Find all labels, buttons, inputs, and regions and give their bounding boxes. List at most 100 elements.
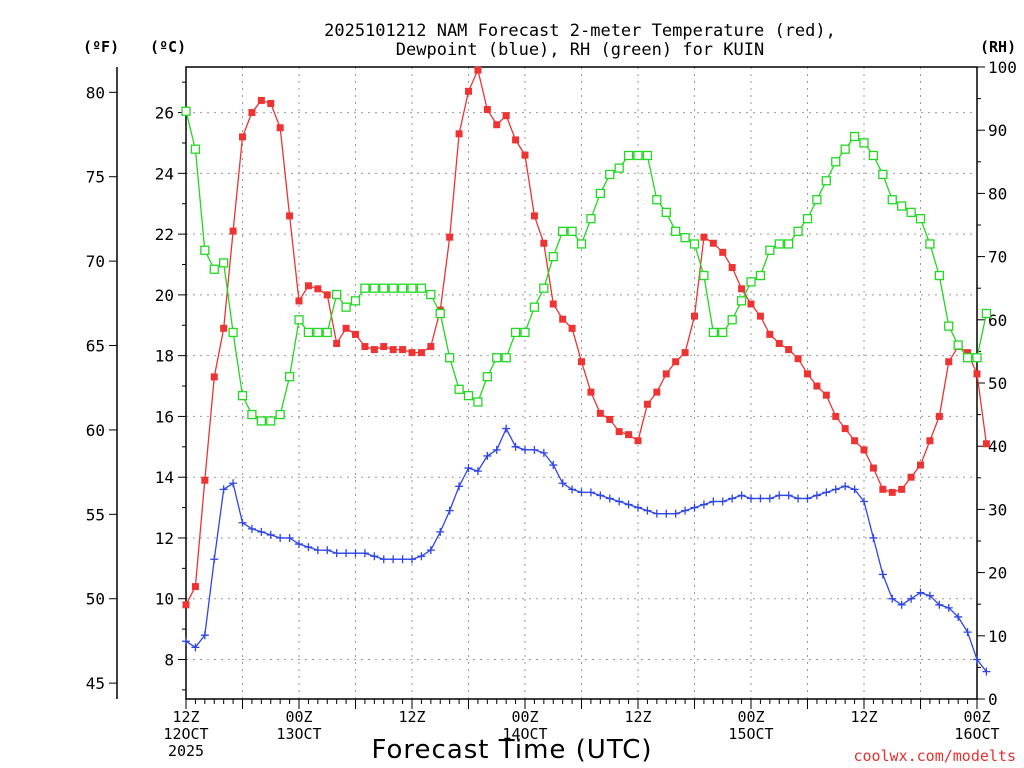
2-meter-temperature-point	[276, 124, 284, 132]
rh-tick-label: 90	[988, 121, 1007, 140]
dewpoint-point	[558, 479, 567, 488]
dewpoint-point	[379, 555, 388, 564]
dewpoint-point	[916, 588, 925, 597]
2-meter-temperature-point	[653, 388, 661, 396]
dewpoint-point	[276, 533, 285, 542]
2-meter-temperature-point	[578, 358, 585, 366]
2-meter-temperature-point	[587, 388, 595, 396]
relative-humidity-point	[539, 283, 549, 293]
fahrenheit-axis-label: (ºF)	[83, 38, 119, 56]
relative-humidity-point	[812, 195, 822, 205]
dewpoint-point	[492, 445, 501, 454]
relative-humidity-point	[972, 353, 982, 363]
rh-tick-label: 50	[988, 374, 1007, 393]
2-meter-temperature-point	[549, 300, 557, 308]
relative-humidity-point	[397, 283, 408, 293]
relative-humidity-point	[200, 245, 210, 255]
2-meter-temperature-point	[361, 343, 369, 351]
x-tick-label: 00Z	[511, 708, 538, 726]
dewpoint-point	[332, 549, 341, 558]
dewpoint-point	[370, 552, 379, 561]
dewpoint-point	[624, 500, 633, 509]
relative-humidity-point	[784, 239, 794, 249]
relative-humidity-point	[360, 283, 370, 293]
relative-humidity-point	[492, 353, 502, 363]
dewpoint-point	[229, 479, 238, 488]
dewpoint-point	[511, 442, 520, 451]
2-meter-temperature-point	[512, 136, 520, 144]
rh-tick-label: 20	[988, 564, 1007, 583]
dewpoint-point	[803, 494, 812, 503]
relative-humidity-point	[463, 390, 474, 401]
relative-humidity-point	[878, 169, 888, 180]
2-meter-temperature-point	[700, 233, 708, 241]
x-tick-label: 12Z	[172, 708, 199, 726]
dewpoint-point	[643, 506, 652, 515]
relative-humidity-point	[915, 214, 926, 224]
2-meter-temperature-point	[596, 409, 604, 417]
2-meter-temperature-point	[672, 358, 680, 366]
relative-humidity-point	[652, 195, 662, 205]
relative-humidity-point	[623, 150, 634, 161]
dewpoint-point	[652, 509, 661, 518]
dewpoint-point	[445, 506, 454, 515]
2-meter-temperature-point	[493, 121, 501, 129]
dewpoint-point	[784, 491, 793, 500]
dewpoint-point	[210, 555, 219, 564]
relative-humidity-point	[379, 283, 389, 293]
relative-humidity-point	[953, 340, 963, 350]
celsius-tick-label: 20	[155, 286, 174, 305]
dewpoint-point	[219, 485, 228, 494]
relative-humidity-point	[708, 327, 718, 338]
relative-humidity-point	[859, 138, 869, 148]
series-layer	[181, 66, 992, 676]
2-meter-temperature-point	[408, 349, 416, 357]
relative-humidity-point	[407, 283, 417, 293]
dewpoint-point	[389, 555, 398, 564]
relative-humidity-point	[840, 144, 850, 154]
relative-humidity-point	[445, 353, 455, 363]
relative-humidity-point	[520, 327, 530, 338]
2-meter-temperature-point	[352, 330, 359, 338]
2-meter-temperature-point	[389, 346, 397, 354]
relative-humidity-point	[341, 302, 351, 312]
fahrenheit-tick-label: 80	[86, 83, 105, 102]
dewpoint-point	[530, 445, 539, 454]
dewpoint-point	[954, 612, 963, 621]
dewpoint-point	[323, 546, 332, 555]
dewpoint-point	[417, 552, 426, 561]
dewpoint-point	[671, 509, 680, 518]
2-meter-temperature-point	[333, 340, 341, 347]
2-meter-temperature-point	[662, 370, 670, 378]
relative-humidity-point	[529, 302, 540, 312]
2-meter-temperature-point	[851, 437, 859, 445]
2-meter-temperature-point	[634, 437, 642, 445]
relative-humidity-point	[671, 226, 681, 236]
2-meter-temperature-point	[775, 340, 783, 347]
dewpoint-point	[973, 655, 981, 664]
x-tick-label: 12Z	[850, 708, 877, 726]
relative-humidity-point	[821, 176, 831, 186]
relative-humidity-point	[614, 163, 624, 173]
relative-humidity-point	[416, 283, 427, 293]
chart-title-line-2: Dewpoint (blue), RH (green) for KUIN	[396, 40, 764, 60]
x-tick-label: 00Z	[285, 708, 312, 726]
2-meter-temperature-point	[182, 601, 190, 609]
relative-humidity-point	[266, 416, 276, 426]
2-meter-temperature-point	[926, 437, 934, 445]
2-meter-temperature-point	[191, 583, 199, 591]
celsius-tick-label: 18	[155, 347, 174, 366]
2-meter-temperature-point	[559, 315, 567, 323]
2-meter-temperature-point	[935, 412, 943, 420]
x-tick-label: 12Z	[624, 708, 651, 726]
rh-axis-label: (RH)	[980, 38, 1016, 56]
x-tick-label: 2025	[168, 742, 204, 760]
2-meter-temperature-point	[239, 133, 246, 141]
2-meter-temperature-point	[832, 412, 840, 420]
x-tick-label: 15OCT	[728, 725, 773, 743]
relative-humidity-point	[332, 289, 342, 300]
relative-humidity-point	[661, 207, 671, 218]
dewpoint-point	[756, 494, 765, 503]
celsius-tick-label: 24	[155, 164, 174, 183]
2-meter-temperature-point	[898, 485, 906, 493]
